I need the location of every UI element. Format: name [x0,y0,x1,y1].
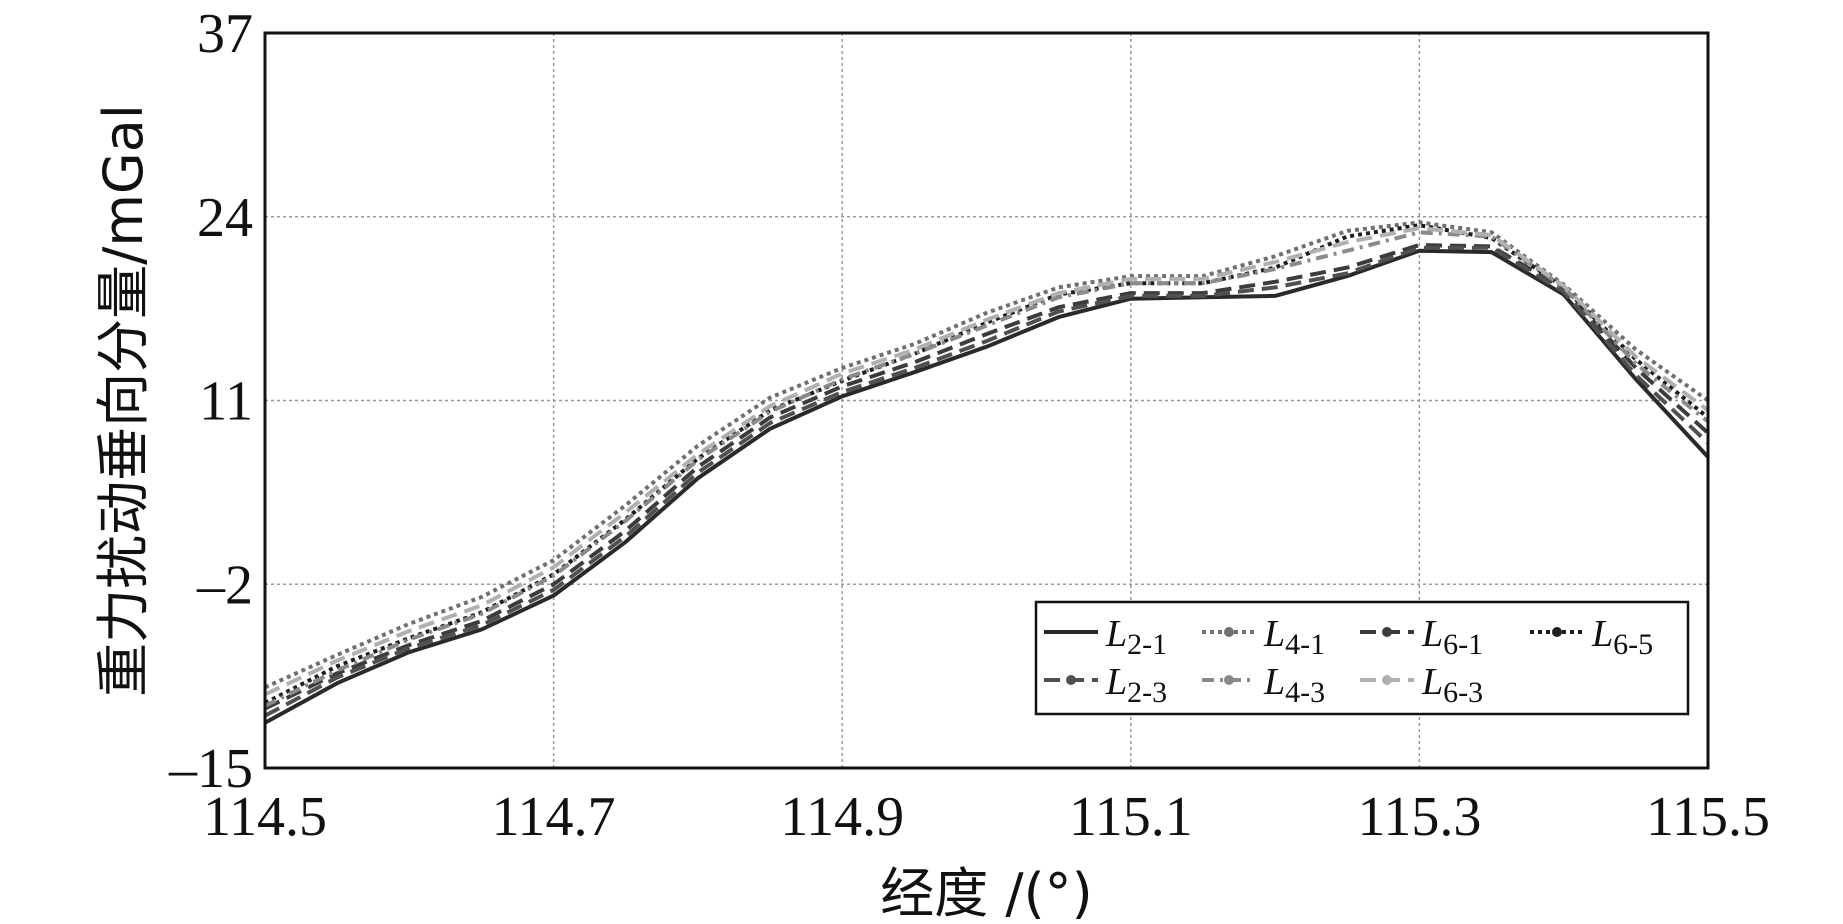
legend-entry-4-1: L4-1 [1202,613,1325,661]
legend-label-name: L [1105,613,1127,655]
y-axis-label: 重力扰动垂向分量/mGal [92,104,155,697]
legend-label-name: L [1263,661,1285,703]
legend-label: L6-5 [1591,613,1653,661]
legend-entry-2-3: L2-3 [1044,661,1167,709]
y-tick-label: 11 [199,371,253,433]
y-tick-label: 24 [197,187,253,249]
legend-label-subscript: 6-1 [1443,628,1483,661]
legend-entry-6-1: L6-1 [1360,613,1483,661]
legend-label-name: L [1105,661,1127,703]
legend: L2-1 L4-1 L6-1 L6-5L2-3 L4-3 L6-3 [1034,600,1690,716]
legend-entry-4-3: L4-3 [1202,661,1325,709]
x-tick-label: 115.3 [1357,786,1481,848]
series-line-4-1 [264,220,1710,690]
legend-label-name: L [1263,613,1285,655]
grid-lines [265,33,1708,768]
legend-label-subscript: 2-1 [1127,628,1167,661]
legend-label: L4-3 [1263,661,1325,709]
y-tick-label: 37 [197,3,253,65]
legend-marker [1224,675,1234,685]
legend-entry-6-5: L6-5 [1530,613,1653,661]
series-layer [264,220,1710,725]
plot-frame [263,31,1710,770]
legend-label: L4-1 [1263,613,1325,661]
legend-box [1034,600,1690,716]
legend-label-subscript: 4-1 [1285,628,1325,661]
legend-label-subscript: 6-3 [1443,676,1483,709]
legend-label: L2-1 [1105,613,1167,661]
x-tick-label: 115.5 [1646,786,1770,848]
legend-marker [1552,627,1562,637]
series-line-2-3 [264,245,1710,718]
x-tick-label: 114.5 [203,786,327,848]
legend-entry-6-3: L6-3 [1360,661,1483,709]
series-line-6-1 [264,243,1710,711]
y-tick-label: –2 [196,554,253,616]
legend-marker [1066,675,1076,685]
x-axis-label: 经度 /(°) [880,862,1093,924]
x-tick-label: 115.1 [1069,786,1193,848]
legend-label-name: L [1591,613,1613,655]
legend-label-name: L [1421,661,1443,703]
legend-label-subscript: 2-3 [1127,676,1167,709]
y-tick-label: –15 [168,738,253,800]
legend-marker [1382,675,1392,685]
x-tick-label: 114.9 [780,786,904,848]
series-line-4-3 [264,230,1710,708]
legend-label: L6-3 [1421,661,1483,709]
legend-label-subscript: 6-5 [1613,628,1653,661]
tick-labels: 114.5 114.7 114.9 115.1 115.3 115.5 –15 –2 11 24 3… [168,3,1770,848]
series-line-2-1 [264,248,1710,725]
legend-label-name: L [1421,613,1443,655]
legend-label: L6-1 [1421,613,1483,661]
series-line-6-3 [264,226,1710,697]
legend-entry-2-1: L2-1 [1044,613,1167,661]
legend-marker [1224,627,1234,637]
x-tick-label: 114.7 [492,786,616,848]
legend-label-subscript: 4-3 [1285,676,1325,709]
legend-marker [1382,627,1392,637]
legend-label: L2-3 [1105,661,1167,709]
